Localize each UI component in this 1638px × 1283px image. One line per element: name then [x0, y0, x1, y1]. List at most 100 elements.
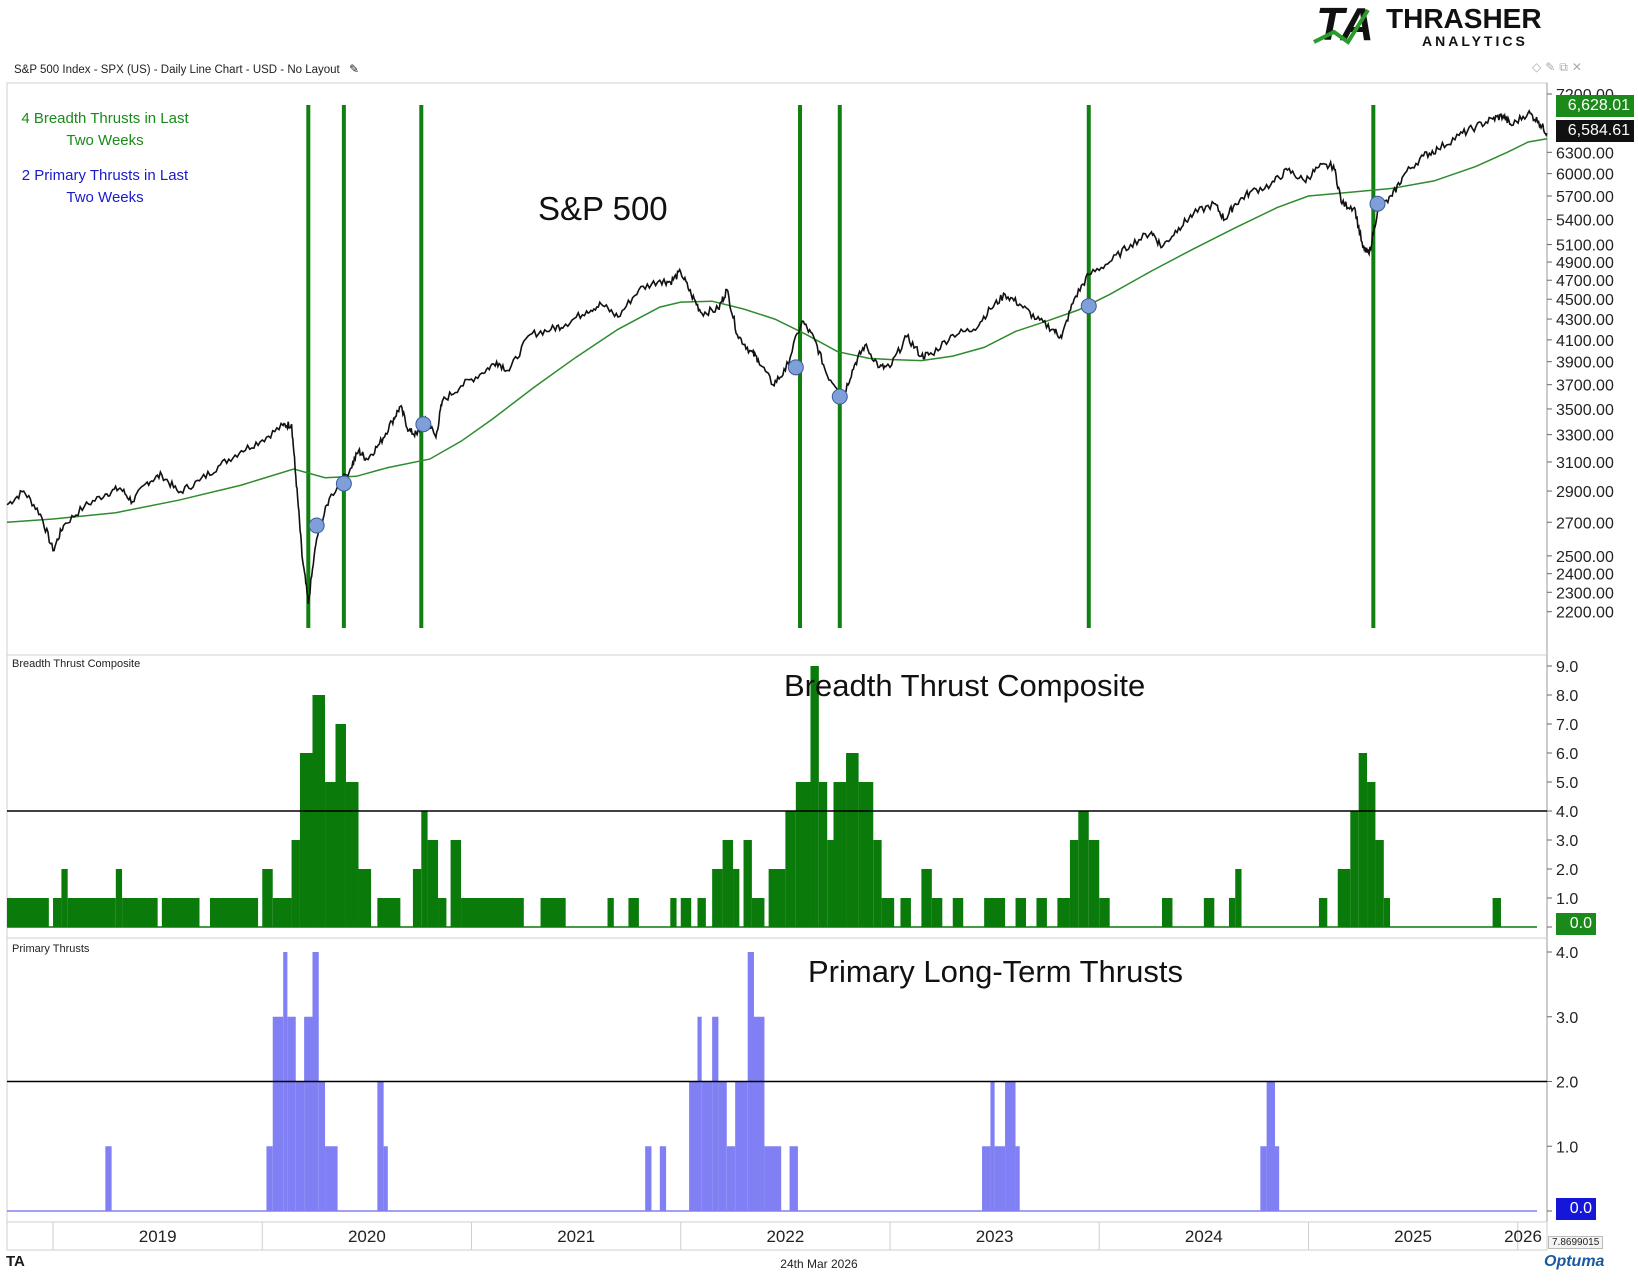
sp500-tick-label-11: 4100.00: [1556, 333, 1614, 350]
sp500-tick-label-2: 2400.00: [1556, 567, 1614, 584]
primary-bar-32: [1274, 1146, 1280, 1211]
footer-ta-logo: TA: [6, 1253, 25, 1270]
primary-annotation: 2 Primary Thrusts in Last Two Weeks: [21, 167, 189, 206]
thrust-marker-5: [1080, 298, 1097, 315]
breadth-bar-60: [1162, 898, 1173, 927]
thrust-marker-3: [787, 359, 804, 376]
primary-bar-23: [764, 1146, 782, 1211]
breadth-bar-14: [335, 724, 346, 927]
breadth-bar-24: [461, 898, 524, 927]
sp500-tick-label-19: 6000.00: [1556, 167, 1614, 184]
breadth-bar-69: [1375, 840, 1384, 927]
primary-tick-label-4: 4.0: [1556, 945, 1578, 962]
breadth-bar-53: [1015, 898, 1026, 927]
primary-zero-tag: 0.0: [1556, 1198, 1596, 1220]
sp500-tick-label-16: 5100.00: [1556, 238, 1614, 255]
logo-brand: THRASHER: [1386, 3, 1542, 34]
breadth-bar-36: [768, 869, 777, 927]
breadth-bar-41: [818, 782, 828, 927]
primary-bar-27: [994, 1146, 1006, 1211]
breadth-panel-label: Breadth Thrust Composite: [12, 658, 141, 670]
breadth-bar-43: [833, 782, 847, 927]
breadth-bar-42: [827, 840, 834, 927]
breadth-bar-11: [299, 753, 313, 927]
primary-bar-30: [1260, 1146, 1267, 1211]
thrust-marker-2: [415, 416, 432, 433]
breadth-bar-22: [438, 898, 447, 927]
sp500-tick-label-17: 5400.00: [1556, 213, 1614, 230]
primary-bar-13: [659, 1146, 667, 1211]
breadth-bar-63: [1235, 869, 1242, 927]
breadth-bar-39: [795, 782, 811, 927]
chart-header-text: S&P 500 Index - SPX (US) - Daily Line Ch…: [14, 64, 340, 76]
breadth-bar-59: [1099, 898, 1110, 927]
breadth-bar-31: [712, 869, 723, 927]
breadth-tick-label-7: 7.0: [1556, 717, 1578, 734]
primary-title: Primary Long-Term Thrusts: [808, 954, 1183, 989]
breadth-bar-50: [931, 898, 943, 927]
sp500-tick-label-9: 3700.00: [1556, 378, 1614, 395]
breadth-bar-32: [722, 840, 734, 927]
x-label-7: 2026: [1504, 1227, 1542, 1246]
breadth-zero-tag: 0.0: [1556, 913, 1596, 935]
x-label-3: 2022: [766, 1227, 804, 1246]
breadth-bar-71: [1492, 898, 1501, 927]
primary-bar-25: [982, 1146, 991, 1211]
moving-average-line: [6, 137, 1548, 524]
breadth-bar-57: [1078, 811, 1089, 927]
primary-bar-12: [645, 1146, 652, 1211]
breadth-bar-30: [697, 898, 706, 927]
primary-tick-label-2: 2.0: [1556, 1075, 1578, 1092]
primary-tick-label-1: 1.0: [1556, 1139, 1578, 1156]
sp500-title: S&P 500: [538, 190, 668, 227]
diamond-icon[interactable]: ◇: [1532, 60, 1546, 74]
pin-icon[interactable]: ✎: [1545, 60, 1560, 74]
breadth-bar-54: [1036, 898, 1047, 927]
sp500-tick-label-10: 3900.00: [1556, 355, 1614, 372]
primary-bar-14: [689, 1081, 698, 1211]
primary-bar-26: [990, 1081, 995, 1211]
breadth-bar-68: [1367, 782, 1376, 927]
breadth-tick-label-9: 9.0: [1556, 659, 1578, 676]
breadth-bar-17: [377, 898, 392, 927]
breadth-title: Breadth Thrust Composite: [784, 668, 1146, 703]
breadth-bar-7: [209, 898, 259, 927]
breadth-bar-10: [291, 840, 300, 927]
pencil-icon[interactable]: ✎: [348, 62, 360, 76]
breadth-bar-48: [900, 898, 911, 927]
breadth-bar-20: [421, 811, 428, 927]
breadth-bar-27: [628, 898, 639, 927]
close-icon[interactable]: ✕: [1571, 60, 1586, 74]
breadth-bar-4: [115, 869, 123, 927]
breadth-bar-40: [810, 666, 819, 927]
breadth-bar-6: [161, 898, 200, 927]
breadth-bar-58: [1088, 840, 1100, 927]
breadth-bar-37: [777, 869, 786, 927]
breadth-bar-52: [984, 898, 1006, 927]
breadth-tick-label-6: 6.0: [1556, 746, 1578, 763]
sp500-tick-label-5: 2900.00: [1556, 484, 1614, 501]
primary-bar-4: [287, 1016, 296, 1211]
breadth-bar-5: [122, 898, 158, 927]
breadth-bar-1: [53, 898, 62, 927]
window-toolbar: ◇✎⧉✕: [1532, 60, 1586, 75]
primary-bar-19: [726, 1146, 736, 1211]
breadth-tick-label-3: 3.0: [1556, 833, 1578, 850]
primary-bar-24: [789, 1146, 798, 1211]
primary-bar-6: [304, 1016, 313, 1211]
breadth-bar-16: [358, 869, 372, 927]
primary-bar-5: [295, 1081, 305, 1211]
primary-bar-2: [272, 1016, 284, 1211]
restore-icon[interactable]: ⧉: [1559, 60, 1572, 74]
logo-sub: ANALYTICS: [1422, 33, 1528, 48]
sp500-tick-label-4: 2700.00: [1556, 515, 1614, 532]
breadth-bar-47: [881, 898, 895, 927]
primary-bar-8: [318, 1081, 326, 1211]
thrust-marker-1: [335, 475, 352, 492]
scale-readout[interactable]: 7.8699015: [1548, 1236, 1604, 1249]
breadth-bar-34: [743, 840, 752, 927]
primary-bar-0: [105, 1146, 112, 1211]
breadth-bar-38: [785, 811, 796, 927]
